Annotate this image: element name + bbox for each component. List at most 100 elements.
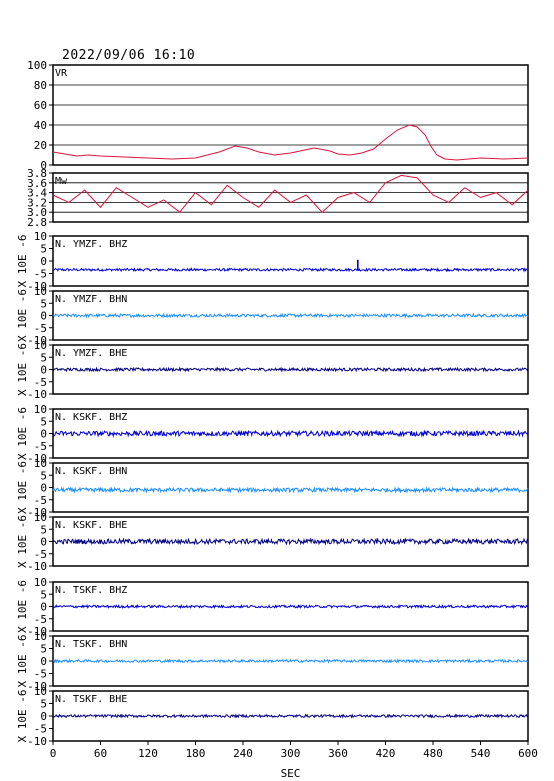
y-tick-label-tskf-bhz: 10 (34, 576, 47, 589)
x-tick-label: 540 (471, 747, 491, 760)
y-axis-label-kskf-bhn: X 10E -6 (16, 461, 29, 514)
y-tick-label-ymzf-bhe: -10 (27, 388, 47, 401)
y-tick-label-ymzf-bhn: 10 (34, 285, 47, 298)
y-tick-label-tskf-bhn: 10 (34, 630, 47, 643)
y-tick-label-kskf-bhe: -5 (34, 548, 47, 561)
y-axis-label-ymzf-bhz: X 10E -6 (16, 235, 29, 288)
y-axis-label-kskf-bhz: X 10E -6 (16, 407, 29, 460)
y-axis-label-ymzf-bhn: X 10E -6 (16, 289, 29, 342)
y-tick-label-kskf-bhn: -5 (34, 494, 47, 507)
y-tick-label-mw: 3.0 (27, 206, 47, 219)
y-tick-label-kskf-bhe: -10 (27, 560, 47, 573)
y-tick-label-tskf-bhe: -5 (34, 723, 47, 736)
panel-label-mw: Mw (55, 176, 68, 187)
series-line-ymzf-bhn (52, 312, 529, 319)
panel-label-kskf-bhz: N. KSKF. BHZ (55, 412, 127, 423)
series-line-kskf-bhz (52, 429, 529, 438)
y-tick-label-ymzf-bhz: 10 (34, 230, 47, 243)
y-tick-label-tskf-bhe: -10 (27, 735, 47, 748)
y-tick-label-ymzf-bhn: -5 (34, 322, 47, 335)
panel-label-tskf-bhn: N. TSKF. BHN (55, 639, 127, 650)
y-axis-label-ymzf-bhe: X 10E -6 (16, 343, 29, 396)
panel-label-tskf-bhz: N. TSKF. BHZ (55, 585, 127, 596)
y-tick-label-ymzf-bhz: 0 (40, 255, 47, 268)
y-tick-label-mw: 3.8 (27, 167, 47, 180)
y-tick-label-vr: 0 (40, 159, 47, 172)
panel-label-kskf-bhn: N. KSKF. BHN (55, 466, 127, 477)
y-tick-label-ymzf-bhn: 0 (40, 310, 47, 323)
y-axis-label-tskf-bhn: X 10E -6 (16, 635, 29, 688)
y-tick-label-tskf-bhe: 5 (40, 698, 47, 711)
y-tick-label-tskf-bhz: 0 (40, 601, 47, 614)
panel-frame-mw (52, 172, 529, 223)
y-tick-label-mw: 3.2 (27, 196, 47, 209)
y-axis-label-kskf-bhe: X 10E -6 (16, 515, 29, 568)
y-tick-label-ymzf-bhe: -5 (34, 376, 47, 389)
y-tick-label-tskf-bhn: -5 (34, 668, 47, 681)
panel-label-ymzf-bhz: N. YMZF. BHZ (55, 239, 127, 250)
y-tick-label-ymzf-bhe: 5 (40, 351, 47, 364)
y-tick-label-vr: 100 (27, 59, 47, 72)
y-tick-label-tskf-bhe: 0 (40, 710, 47, 723)
series-line-vr (52, 124, 529, 161)
y-tick-label-mw: 2.8 (27, 216, 47, 229)
y-tick-label-mw: 3.4 (27, 187, 47, 200)
panel-label-vr: VR (55, 68, 68, 79)
x-tick-label: 0 (50, 747, 57, 760)
panel-label-kskf-bhe: N. KSKF. BHE (55, 520, 127, 531)
y-tick-label-vr: 60 (34, 99, 47, 112)
y-tick-label-tskf-bhz: 5 (40, 588, 47, 601)
y-tick-label-ymzf-bhz: -10 (27, 280, 47, 293)
series-line-tskf-bhe (52, 713, 529, 719)
y-tick-label-tskf-bhz: -5 (34, 613, 47, 626)
x-tick-label: 300 (281, 747, 301, 760)
panel-label-ymzf-bhe: N. YMZF. BHE (55, 348, 127, 359)
x-tick-label: 360 (328, 747, 348, 760)
series-line-kskf-bhe (52, 537, 529, 546)
y-tick-label-kskf-bhe: 5 (40, 523, 47, 536)
y-tick-label-ymzf-bhe: 10 (34, 339, 47, 352)
panel-label-ymzf-bhn: N. YMZF. BHN (55, 294, 127, 305)
series-line-ymzf-bhe (52, 366, 529, 373)
x-tick-label: 420 (376, 747, 396, 760)
series-line-ymzf-bhz (52, 267, 529, 273)
y-tick-label-tskf-bhn: 0 (40, 655, 47, 668)
panel-label-tskf-bhe: N. TSKF. BHE (55, 694, 127, 705)
y-tick-label-kskf-bhn: 10 (34, 457, 47, 470)
x-tick-label: 600 (518, 747, 538, 760)
x-tick-label: 480 (423, 747, 443, 760)
y-tick-label-kskf-bhz: 0 (40, 428, 47, 441)
panel-frame-vr (52, 64, 529, 166)
y-tick-label-kskf-bhz: 5 (40, 415, 47, 428)
y-tick-label-kskf-bhe: 10 (34, 511, 47, 524)
x-axis-label: SEC (281, 767, 301, 780)
y-tick-label-tskf-bhe: 10 (34, 685, 47, 698)
y-tick-label-ymzf-bhn: 5 (40, 297, 47, 310)
y-tick-label-ymzf-bhz: 5 (40, 243, 47, 256)
y-tick-label-kskf-bhz: -5 (34, 440, 47, 453)
x-tick-label: 240 (233, 747, 253, 760)
y-tick-label-vr: 40 (34, 119, 47, 132)
y-tick-label-tskf-bhz: -10 (27, 625, 47, 638)
y-tick-label-kskf-bhz: -10 (27, 452, 47, 465)
y-tick-label-kskf-bhe: 0 (40, 536, 47, 549)
y-tick-label-kskf-bhn: 5 (40, 469, 47, 482)
y-tick-label-vr: 20 (34, 139, 47, 152)
y-tick-label-kskf-bhn: 0 (40, 482, 47, 495)
x-tick-label: 180 (186, 747, 206, 760)
x-tick-label: 60 (94, 747, 107, 760)
y-axis-label-tskf-bhz: X 10E -6 (16, 580, 29, 633)
y-tick-label-ymzf-bhz: -5 (34, 268, 47, 281)
y-tick-label-kskf-bhz: 10 (34, 403, 47, 416)
series-line-tskf-bhn (52, 658, 529, 664)
y-tick-label-mw: 3.6 (27, 177, 47, 190)
y-tick-label-ymzf-bhe: 0 (40, 364, 47, 377)
x-tick-label: 120 (138, 747, 158, 760)
y-tick-label-tskf-bhn: 5 (40, 643, 47, 656)
y-tick-label-ymzf-bhn: -10 (27, 334, 47, 347)
y-tick-label-kskf-bhn: -10 (27, 506, 47, 519)
y-tick-label-vr: 80 (34, 79, 47, 92)
series-line-kskf-bhn (52, 486, 529, 494)
series-line-tskf-bhz (52, 603, 529, 610)
